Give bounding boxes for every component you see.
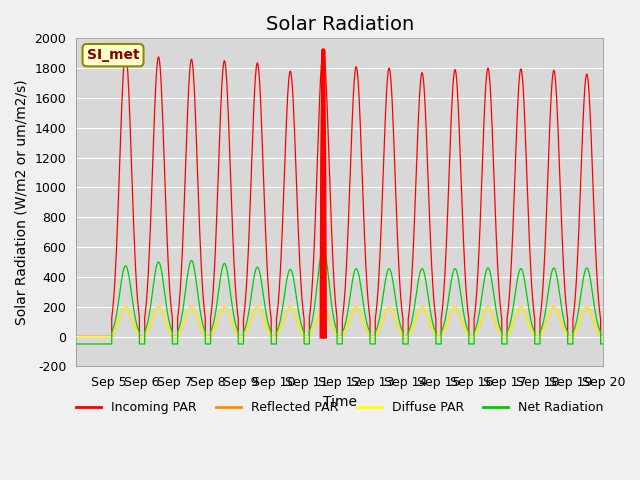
- Legend: Incoming PAR, Reflected PAR, Diffuse PAR, Net Radiation: Incoming PAR, Reflected PAR, Diffuse PAR…: [71, 396, 608, 419]
- Text: SI_met: SI_met: [86, 48, 140, 62]
- Title: Solar Radiation: Solar Radiation: [266, 15, 414, 34]
- X-axis label: Time: Time: [323, 395, 356, 408]
- Y-axis label: Solar Radiation (W/m2 or um/m2/s): Solar Radiation (W/m2 or um/m2/s): [15, 80, 29, 325]
